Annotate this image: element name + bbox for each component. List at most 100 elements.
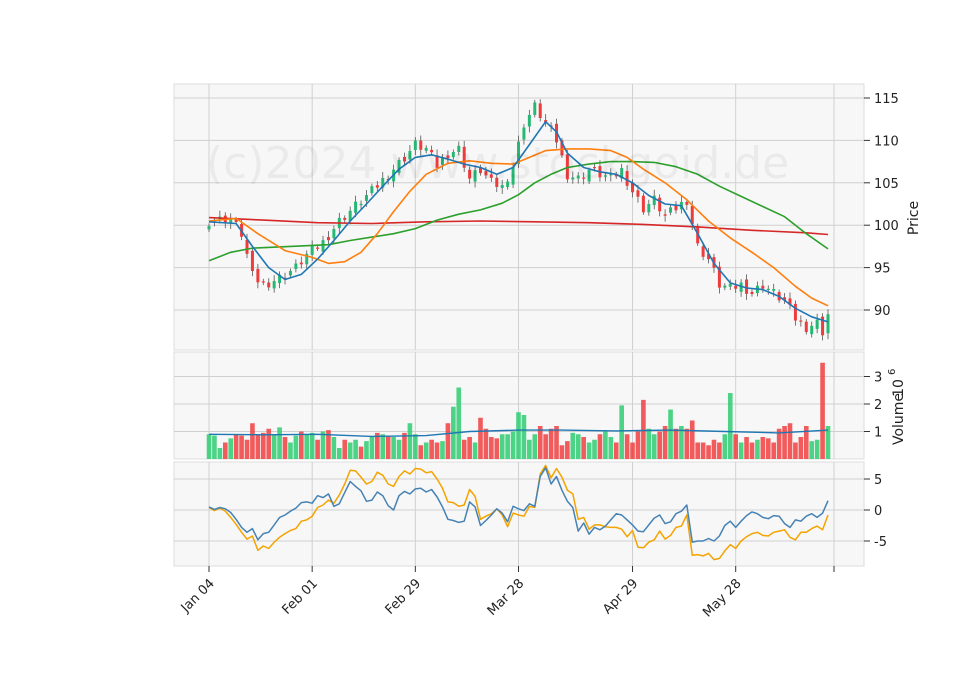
candle-body [636,190,640,197]
volume-bar [624,434,630,459]
volume-bar [250,423,255,459]
volume-bar [717,442,722,459]
volume-bar [722,434,728,459]
volume-bar [304,434,310,459]
candle-body [370,186,374,194]
candle-body [321,240,325,252]
candle-body [799,320,803,322]
volume-bar [548,428,554,459]
volume-bar [662,426,668,459]
price-tick-label: 110 [874,134,899,149]
volume-bar [630,442,635,459]
volume-bar [467,437,472,459]
candle-body [375,185,379,188]
candle-body [593,167,597,169]
candle-body [826,314,830,334]
candle-body [446,155,450,159]
price-tick-label: 105 [874,177,899,192]
volume-bar [320,431,326,459]
volume-bar [217,448,223,459]
x-tick-label: May 28 [700,576,744,620]
candle-body [750,291,754,295]
candle-body [343,217,347,220]
volume-bar [461,439,467,459]
candle-body [267,282,271,288]
candle-body [506,181,510,188]
volume-bar [679,426,684,459]
volume-bar [347,442,353,459]
volume-bar [760,437,766,459]
candle-body [229,218,233,224]
candle-body [468,169,472,179]
volume-bar [755,439,760,459]
candle-body [793,303,797,321]
volume-bar [385,435,391,459]
volume-bar [337,448,342,459]
volume-bar [315,439,320,459]
price-axis-label: Price [906,201,922,235]
candle-body [326,237,330,241]
volume-bar [277,427,282,459]
volume-bar [603,431,608,459]
candle-body [364,195,368,201]
volume-bar [570,432,576,459]
candle-body [804,321,808,333]
candle-body [739,282,743,292]
candle-body [419,140,423,150]
volume-bar [559,445,565,459]
candle-body [603,175,607,177]
volume-bar [206,434,212,459]
candle-body [772,288,776,291]
candle-body [359,203,363,206]
oscillator-tick-label: 5 [874,473,882,488]
volume-bar [673,428,679,459]
volume-bar [228,438,234,459]
candle-body [690,205,694,225]
candle-body [495,177,499,187]
volume-bar [798,437,804,459]
volume-bar [771,442,777,459]
x-tick-label: Mar 28 [485,576,528,619]
volume-bar [727,393,733,459]
candle-body [685,201,689,205]
volume-bar [793,442,798,459]
volume-bar [239,435,244,459]
volume-bar [657,431,662,459]
candle-body [424,147,428,151]
volume-bar [266,428,272,459]
candle-body [473,170,477,182]
candle-body [489,174,493,178]
volume-bar [282,437,288,459]
candle-body [522,127,526,140]
candle-body [310,245,314,255]
volume-bar [651,434,657,459]
volume-bar [505,434,510,459]
candle-body [815,319,819,329]
candle-body [576,175,580,179]
volume-bar [543,434,548,459]
candle-body [500,185,504,188]
moving-average-line [208,120,829,323]
candle-body [707,253,711,260]
volume-bar [749,442,755,459]
volume-bar [814,439,820,459]
candle-body [647,204,651,213]
volume-bar [641,399,646,459]
volume-bar [738,442,744,459]
volume-bar [668,409,673,459]
volume-tick-label: 1 [874,426,882,441]
volume-bar [635,431,641,459]
candle-body [283,277,287,279]
candle-body [674,205,678,211]
candle-body [538,103,542,119]
volume-bar [646,428,652,459]
volume-bar [380,434,386,459]
volume-bar [413,434,418,459]
volume-bar [440,441,445,459]
price-layer [207,99,830,341]
volume-bar [342,439,348,459]
volume-bar [358,446,364,459]
volume-bar [402,432,407,459]
candle-body [788,298,792,305]
